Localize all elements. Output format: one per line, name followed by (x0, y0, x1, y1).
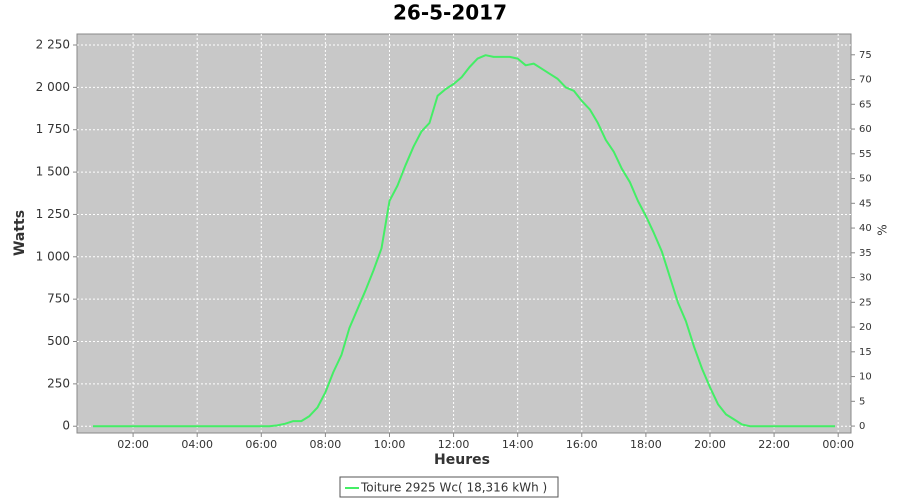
y-tick-label: 0 (62, 419, 70, 433)
y-tick-label: 750 (47, 292, 70, 306)
x-tick-label: 02:00 (117, 438, 149, 451)
y2-tick-label: 20 (859, 322, 872, 333)
x-tick-label: 20:00 (694, 438, 726, 451)
y2-tick-label: 35 (859, 248, 872, 259)
y-tick-label: 1 000 (36, 249, 70, 263)
y-tick-label: 1 500 (36, 165, 70, 179)
y2-tick-label: 40 (859, 223, 872, 234)
x-tick-label: 12:00 (438, 438, 470, 451)
y2-tick-label: 75 (859, 50, 872, 61)
x-tick-label: 04:00 (181, 438, 213, 451)
y-tick-label: 2 000 (36, 80, 70, 94)
y-tick-label: 500 (47, 334, 70, 348)
y-tick-label: 250 (47, 376, 70, 390)
x-tick-label: 10:00 (374, 438, 406, 451)
y-tick-label: 1 750 (36, 122, 70, 136)
y2-tick-label: 0 (859, 421, 865, 432)
y2-tick-label: 70 (859, 75, 872, 86)
legend-label: Toiture 2925 Wc( 18,316 kWh ) (360, 481, 547, 495)
x-tick-label: 22:00 (758, 438, 790, 451)
y2-tick-label: 65 (859, 99, 872, 110)
y2-tick-label: 25 (859, 297, 872, 308)
x-tick-label: 14:00 (502, 438, 534, 451)
x-tick-label: 08:00 (310, 438, 342, 451)
y-axis-label: Watts (12, 210, 28, 256)
y2-tick-label: 60 (859, 124, 872, 135)
y2-tick-label: 10 (859, 372, 872, 383)
x-tick-label: 16:00 (566, 438, 598, 451)
plot-area (76, 33, 852, 434)
y2-tick-label: 15 (859, 347, 872, 358)
x-tick-label: 06:00 (245, 438, 277, 451)
y2-axis-label: % (876, 224, 890, 235)
legend (339, 476, 559, 498)
y2-tick-label: 45 (859, 198, 872, 209)
x-axis-label: Heures (434, 452, 490, 468)
x-tick-label: 00:00 (822, 438, 854, 451)
y-tick-label: 1 250 (36, 207, 70, 221)
series-line (93, 54, 835, 428)
y2-tick-label: 5 (859, 396, 865, 407)
y2-tick-label: 50 (859, 174, 872, 185)
x-tick-label: 18:00 (630, 438, 662, 451)
y-tick-label: 2 250 (36, 38, 70, 52)
y2-tick-label: 30 (859, 273, 872, 284)
y2-tick-label: 55 (859, 149, 872, 160)
chart-title: 26-5-2017 (393, 1, 507, 25)
